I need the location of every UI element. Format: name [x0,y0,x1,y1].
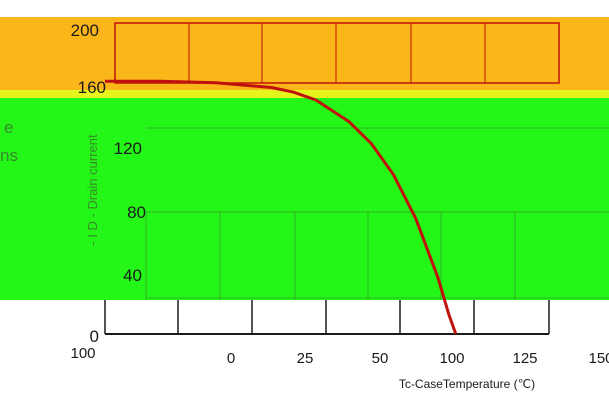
x-tick-100: 100 [439,350,464,367]
y-tick-80: 80 [127,203,146,222]
x-tick-125: 125 [512,350,537,367]
x-tick-0: 0 [227,350,235,367]
x-axis-label: Tc-CaseTemperature (℃) [399,377,535,391]
side-text-2: ns [0,146,18,165]
upper-grid-frame [115,23,559,83]
x-tick-25: 25 [297,350,314,367]
x-tick-150: 150 [588,350,609,367]
series-lines [105,81,456,334]
y-tick-40: 40 [123,266,142,285]
y-tick-0: 0 [90,327,99,346]
x-tick-50: 50 [372,350,389,367]
side-text-1: e [4,118,13,137]
grid-lines [105,23,609,334]
y-tick-200: 200 [71,21,99,40]
series-line-0 [105,81,456,334]
x-tick-100-left: 100 [70,345,95,362]
y-tick-160: 160 [78,78,106,97]
y-axis-label: - I D - Drain current [85,134,100,246]
y-tick-120: 120 [114,139,142,158]
